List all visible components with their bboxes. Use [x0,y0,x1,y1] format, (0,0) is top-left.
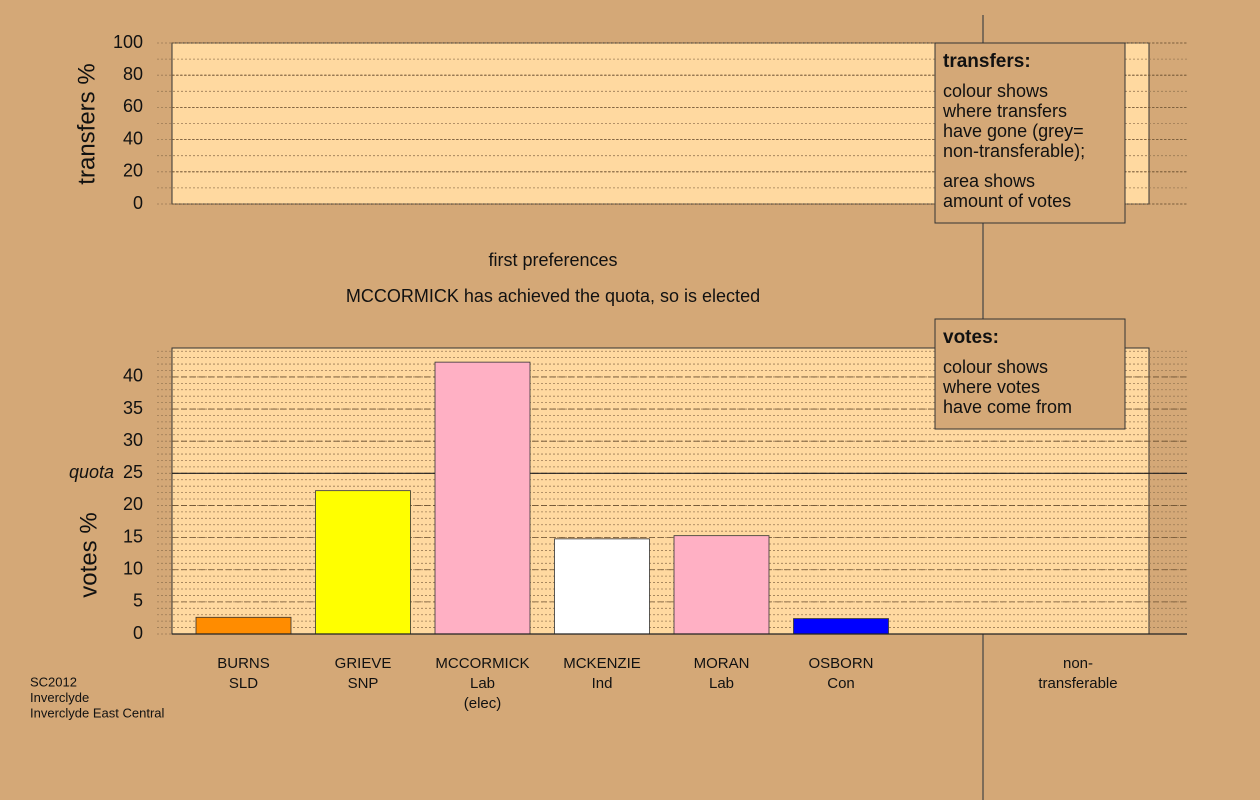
x-tick-label: OSBORN [808,655,873,672]
bar [434,361,531,635]
y-tick-label: 20 [123,494,143,514]
y-tick-label: 5 [133,591,143,611]
footer-text: SC2012 [30,674,77,689]
x-tick-label: Ind [592,675,613,692]
y-tick-label: 0 [133,623,143,643]
bar [195,616,292,635]
legend-box [934,318,1126,430]
bar [793,618,889,635]
quota-label: quota [69,462,114,482]
legend-text: colour shows [943,357,1048,377]
y-tick-label: 25 [123,462,143,482]
bar [673,535,770,635]
x-tick-label: MCCORMICK [435,655,529,672]
legend-text: where transfers [942,101,1067,121]
bar [554,538,650,635]
legend-box [934,42,1126,224]
y-tick-label: 20 [123,161,143,181]
legend-text: have gone (grey= [943,121,1084,141]
y-tick-label: 80 [123,64,143,84]
x-tick-label: Con [827,675,855,692]
x-tick-label: (elec) [464,695,502,712]
x-tick-label: Lab [709,675,734,692]
footer-text: Inverclyde [30,690,89,705]
x-tick-label: Lab [470,675,495,692]
chart-subtitle: MCCORMICK has achieved the quota, so is … [346,286,760,306]
y-axis-label: transfers % [73,63,100,184]
legend-text: where votes [942,377,1040,397]
x-tick-label: non- [1063,655,1093,672]
legend-text: non-transferable); [943,141,1085,161]
y-axis-label: votes % [75,512,102,597]
x-tick-label: SNP [348,675,379,692]
y-tick-label: 35 [123,398,143,418]
x-tick-label: SLD [229,675,258,692]
y-tick-label: 60 [123,96,143,116]
x-tick-label: GRIEVE [335,655,392,672]
x-tick-label: transferable [1038,675,1117,692]
x-tick-label: BURNS [217,655,270,672]
y-tick-label: 15 [123,526,143,546]
legend-text: have come from [943,397,1072,417]
y-tick-label: 0 [133,193,143,213]
legend-text: amount of votes [943,191,1071,211]
chart-title: first preferences [488,250,617,270]
y-tick-label: 30 [123,430,143,450]
footer-text: Inverclyde East Central [30,705,165,720]
x-tick-label: MCKENZIE [563,655,641,672]
y-tick-label: 40 [123,128,143,148]
legend-title: votes: [943,327,999,348]
bar [315,490,411,635]
legend-text: area shows [943,171,1035,191]
x-tick-label: MORAN [694,655,750,672]
y-tick-label: 40 [123,366,143,386]
y-tick-label: 10 [123,558,143,578]
y-tick-label: 100 [113,32,143,52]
legend-title: transfers: [943,51,1031,72]
legend-text: colour shows [943,81,1048,101]
